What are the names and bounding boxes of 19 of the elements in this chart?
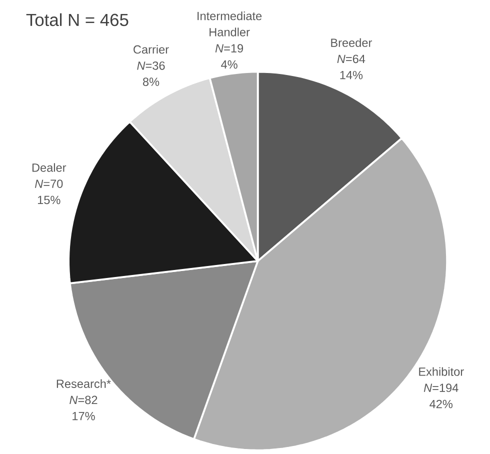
data-label: N=64 [337,54,366,64]
slice-label: Intermediate Handler [198,12,262,36]
text: 14% [340,70,363,80]
data-label: N=82 [70,396,98,404]
data-label: N=36 [137,61,165,70]
data-label: N=70 [34,180,63,188]
chart-title: Total N = 465 [26,13,128,26]
text: 15% [38,196,60,204]
slice-label: Breeder [331,38,372,47]
text: 42% [430,400,453,408]
text: 4% [221,60,238,69]
data-label: N=19 [215,44,244,52]
text: 17% [72,412,95,420]
slice-label: Carrier [134,45,169,54]
slice-label: Exhibitor [419,367,464,376]
data-label: N=194 [424,384,458,392]
slice-label: Dealer [32,163,66,172]
slice-label: Research* [56,379,111,388]
text: 8% [142,78,160,86]
